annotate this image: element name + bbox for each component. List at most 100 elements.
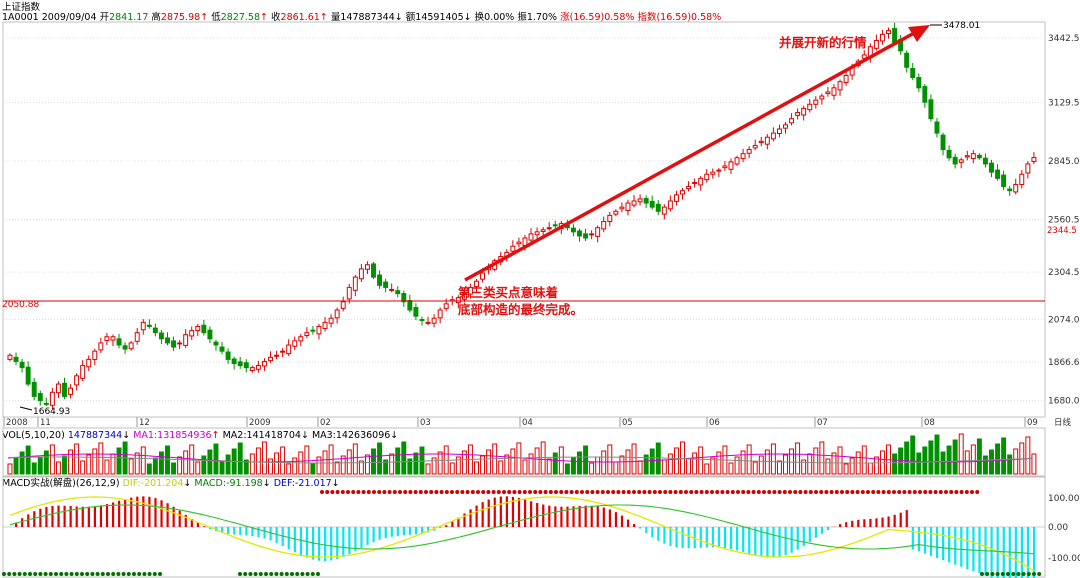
volume-bar	[255, 447, 261, 475]
signal-dot	[876, 490, 881, 494]
candle-body	[752, 144, 758, 149]
macd-bar	[511, 496, 515, 527]
price-tick: 2845.0	[1048, 157, 1080, 167]
signal-dot	[12, 572, 17, 576]
macd-bar	[911, 527, 914, 550]
dif-value: -201.204	[140, 478, 184, 489]
macd-bar	[826, 527, 830, 530]
candle-body	[673, 194, 679, 202]
candle-body	[316, 325, 322, 335]
signal-dot	[658, 490, 662, 494]
macd-bar	[942, 527, 945, 561]
candle-body	[583, 233, 589, 239]
candle-body	[722, 165, 728, 169]
volume-bar	[789, 448, 795, 475]
signal-dot	[611, 490, 616, 494]
signal-dot	[243, 572, 248, 576]
signal-dot	[548, 490, 553, 494]
candle-body	[340, 301, 346, 309]
macd-bar	[124, 499, 127, 527]
volume-bar	[716, 451, 722, 475]
macd-bar	[196, 522, 199, 527]
macd-bar	[796, 527, 799, 550]
volume-bar	[7, 463, 13, 475]
candle-body	[177, 342, 183, 345]
candle-body	[989, 162, 994, 173]
time-axis: 2008 11 12 2009 02 03 04 05 06 07 08 09 日线	[3, 417, 1072, 428]
candle-body	[607, 214, 613, 223]
candle-body	[516, 241, 522, 245]
candle-body	[1031, 157, 1037, 162]
candle-body	[110, 336, 116, 341]
volume-bar	[98, 442, 104, 475]
volume-bar	[461, 450, 467, 475]
volume-bar	[268, 458, 273, 475]
quote-bar: 1A0001 2009/09/04 开2841.17 高2875.98↑ 低28…	[2, 12, 722, 23]
volume-bar	[522, 459, 528, 475]
candle-body	[879, 33, 885, 42]
candle-body	[455, 297, 461, 304]
price-tick: 2074.0	[1048, 315, 1080, 325]
macd-bar	[711, 527, 714, 548]
volume-bar	[534, 447, 540, 475]
candle-body	[534, 231, 540, 236]
macd-bar	[869, 518, 872, 527]
volume-bar	[504, 454, 510, 475]
volume-bar	[1013, 448, 1019, 475]
volume-bar	[934, 434, 940, 475]
candle-body	[813, 99, 819, 105]
candle-body	[704, 173, 710, 181]
candle-body	[280, 350, 286, 353]
candle-body	[352, 276, 358, 291]
volume-bar	[655, 442, 661, 475]
signal-dot	[7, 572, 12, 576]
volume-bar	[25, 445, 31, 475]
signal-dot	[116, 572, 121, 576]
macd-bar	[620, 515, 624, 527]
candle-body	[207, 329, 213, 340]
volume-bar	[631, 443, 637, 475]
macd-bar	[293, 527, 296, 553]
candle-body	[546, 227, 552, 230]
candle-body	[146, 324, 152, 327]
signal-dot	[59, 572, 64, 576]
volume-bar	[334, 461, 340, 475]
macd-bar	[408, 527, 412, 535]
candle-body	[98, 342, 104, 351]
macd-bar	[1026, 527, 1030, 578]
signal-dot	[834, 490, 839, 494]
macd-bar	[760, 527, 763, 557]
macd-bar	[257, 527, 260, 538]
volume-bar	[407, 458, 413, 475]
signal-dot	[528, 490, 532, 494]
volume-bar	[910, 435, 916, 475]
candle-body	[661, 206, 667, 215]
signal-dot	[580, 490, 584, 494]
macd-bar	[929, 527, 933, 556]
signal-dot	[132, 572, 136, 576]
candle-body	[795, 112, 801, 116]
trend-arrow-line	[464, 30, 917, 282]
signal-dot	[316, 572, 320, 576]
signal-dot	[632, 490, 636, 494]
amplitude-value: 1.70%	[526, 12, 558, 23]
signal-dot	[881, 490, 886, 494]
candle-body	[698, 177, 704, 186]
candle-body	[92, 350, 98, 360]
volume-bar	[807, 453, 813, 475]
macd-bar	[172, 506, 175, 527]
signal-dot	[22, 572, 27, 576]
macd-bar	[420, 527, 424, 534]
volume-bar	[243, 459, 249, 475]
macd-bar	[814, 527, 817, 538]
macd-bar	[336, 527, 339, 559]
macd-bar	[166, 503, 169, 527]
macd-bar	[705, 527, 708, 548]
signal-dot	[684, 490, 688, 494]
volume-bar	[358, 460, 364, 475]
candle-body	[268, 356, 273, 362]
candle-body	[807, 103, 813, 111]
signal-dot	[90, 572, 95, 576]
macd-bar	[154, 498, 157, 527]
